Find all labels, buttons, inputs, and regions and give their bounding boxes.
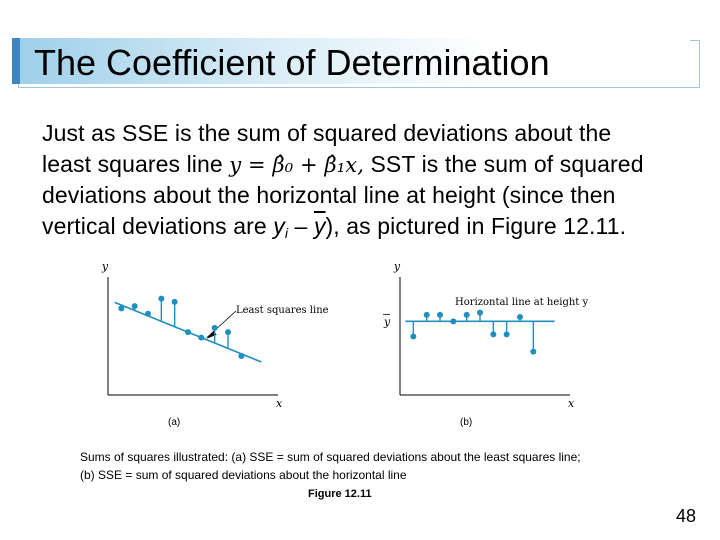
- slide-title: The Coefficient of Determination: [34, 42, 550, 83]
- body-line-4c: ), as pictured in Figure 12.11.: [325, 213, 627, 239]
- y-axis-label: y: [393, 260, 401, 273]
- data-point: [211, 324, 218, 331]
- title-accent: [12, 38, 20, 84]
- data-point: [410, 333, 417, 340]
- data-point: [238, 353, 245, 359]
- page-number: 48: [675, 506, 696, 526]
- panel-b: y x (b) y Horizontal line at height y: [383, 260, 588, 428]
- data-point: [490, 331, 497, 338]
- body-line-4: vertical deviations are yi – y), as pict…: [42, 211, 692, 242]
- panel-a: y x (a) Least squares line: [101, 260, 329, 428]
- data-point: [517, 314, 523, 320]
- data-point: [171, 298, 178, 305]
- title-bar: The Coefficient of Determination: [12, 38, 706, 90]
- body-paragraph: Just as SSE is the sum of squared deviat…: [42, 118, 692, 242]
- panel-label: (a): [168, 417, 180, 428]
- caption-line-2: (b) SSE = sum of squared deviations abou…: [80, 468, 407, 482]
- ybar-var: y: [313, 213, 326, 239]
- data-point: [185, 329, 191, 336]
- data-point: [477, 309, 483, 316]
- data-point: [423, 311, 430, 318]
- data-point: [437, 311, 443, 318]
- yi-subscript: i: [284, 225, 289, 241]
- line-annotation: Least squares line: [236, 305, 329, 316]
- yi-var: y: [273, 213, 285, 239]
- body-line-2a: least squares line: [42, 151, 230, 177]
- body-line-2b: SST is the sum of squared: [370, 151, 644, 177]
- ybar-tick-label: y: [383, 315, 391, 328]
- x-axis-label: x: [568, 397, 575, 410]
- figure-12-11: y x (a) Least squares line y x (b) y Horizontal…: [101, 260, 589, 428]
- body-line-3: deviations about the horizontal line at …: [42, 182, 616, 208]
- caption-line-1: Sums of squares illustrated: (a) SSE = s…: [80, 450, 581, 464]
- data-point: [198, 334, 205, 341]
- data-point: [131, 303, 138, 310]
- data-point: [463, 311, 470, 318]
- y-axis-label: y: [101, 260, 109, 273]
- title-background: [20, 38, 690, 84]
- data-point: [503, 331, 510, 338]
- line-annotation: Horizontal line at height y: [455, 297, 588, 308]
- body-line-1: Just as SSE is the sum of squared deviat…: [42, 120, 612, 146]
- figure-label: Figure 12.11: [308, 488, 372, 500]
- data-point: [450, 318, 457, 325]
- body-line-2: least squares line y = β̂₀ + β̂₁x, SST i…: [42, 149, 692, 180]
- panel-label: (b): [460, 417, 472, 428]
- body-line-4-dash: –: [288, 213, 314, 239]
- data-point: [118, 305, 125, 312]
- data-point: [530, 348, 537, 355]
- data-point: [158, 295, 165, 302]
- figure-caption: Sums of squares illustrated: (a) SSE = s…: [80, 448, 680, 484]
- data-point: [145, 310, 151, 317]
- data-point: [225, 329, 231, 336]
- regression-equation: y = β̂₀ + β̂₁x,: [229, 153, 364, 177]
- x-axis-label: x: [276, 397, 283, 410]
- body-line-4a: vertical deviations are: [42, 213, 274, 239]
